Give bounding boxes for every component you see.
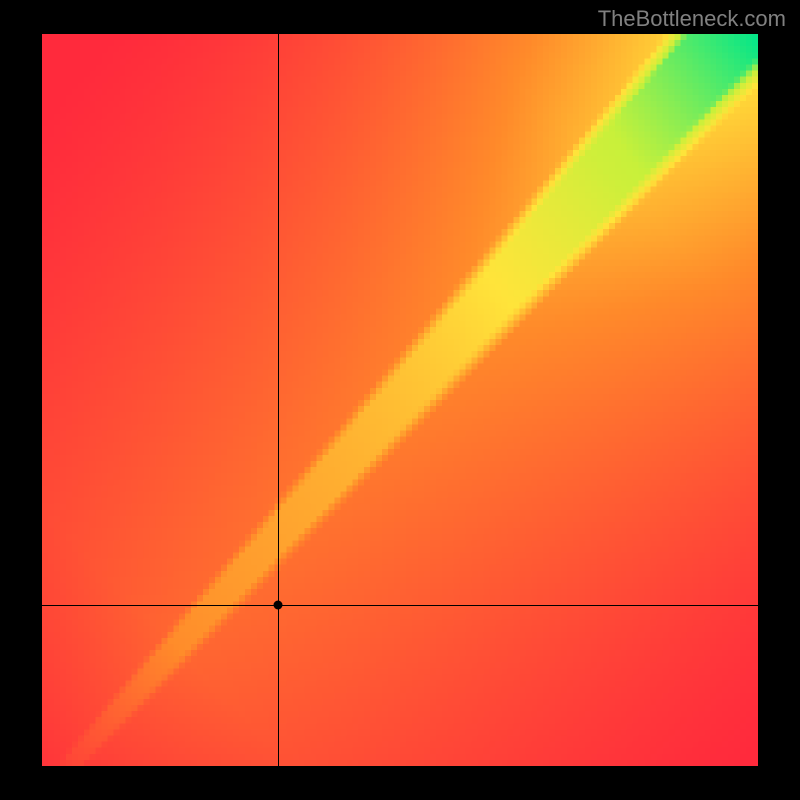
crosshair-horizontal bbox=[42, 605, 758, 606]
crosshair-marker-dot bbox=[274, 600, 283, 609]
crosshair-vertical bbox=[278, 34, 279, 766]
root-container: TheBottleneck.com bbox=[0, 0, 800, 800]
heatmap-canvas bbox=[42, 34, 758, 766]
watermark-text: TheBottleneck.com bbox=[598, 6, 786, 32]
chart-frame bbox=[0, 0, 800, 800]
